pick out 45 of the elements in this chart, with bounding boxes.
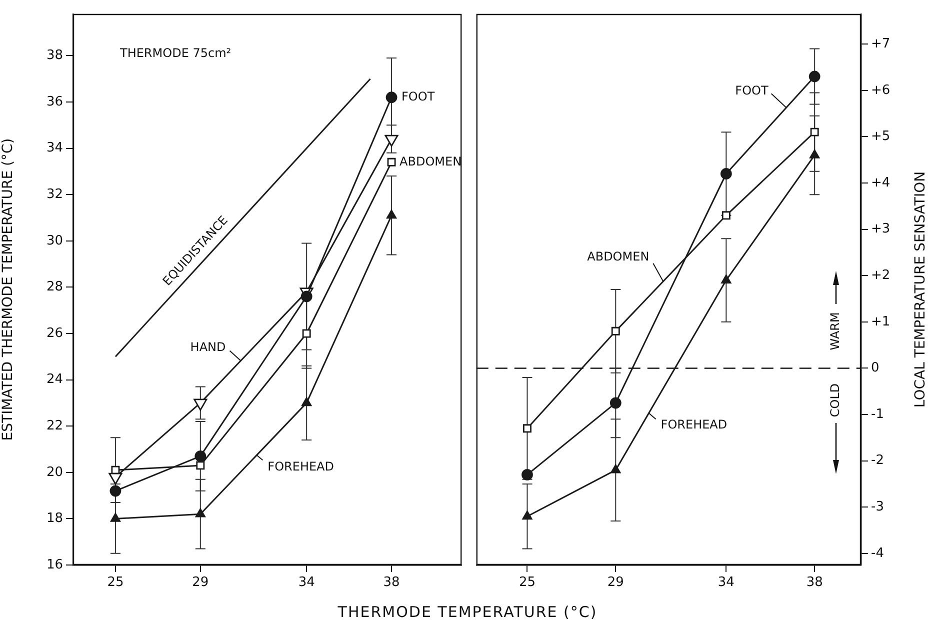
y2-tick-label: +3 (871, 222, 890, 237)
legend-label: FOREHEAD (660, 417, 728, 432)
y-tick-label: 16 (46, 557, 63, 572)
series-label: ABDOMEN (587, 250, 650, 264)
x-tick-label: 25 (107, 575, 124, 590)
series-label: HAND (190, 340, 226, 354)
y-tick-label: 28 (46, 280, 63, 295)
x-tick-label: 25 (518, 575, 536, 590)
y2-tick-label: +1 (871, 314, 890, 330)
y-tick-label: 22 (46, 418, 63, 434)
y-tick-label: 36 (46, 94, 63, 110)
x-tick-label: 34 (718, 575, 734, 590)
annotation: THERMODE 75cm² (119, 46, 232, 60)
x-tick-label: 29 (192, 575, 209, 590)
y2-tick-label: -4 (871, 546, 884, 561)
y-tick-label: 34 (46, 140, 63, 156)
y2-tick-label: -2 (871, 453, 884, 468)
y2-tick-label: +2 (871, 268, 890, 283)
x-tick-label: 29 (607, 575, 624, 590)
annotation: WARM (828, 312, 842, 350)
y-tick-label: 32 (46, 186, 63, 202)
x-tick-label: 38 (806, 575, 823, 590)
legend-label: FOREHEAD (268, 459, 334, 474)
y-tick-label: 18 (46, 511, 63, 526)
annotation: COLD (828, 383, 842, 418)
y-tick-label: 20 (46, 464, 63, 480)
x-axis-title: THERMODE TEMPERATURE (°C) (336, 603, 598, 621)
y2-tick-label: -3 (871, 499, 884, 514)
y-axis-title: ESTIMATED THERMODE TEMPERATURE (°C) (0, 138, 16, 441)
y2-tick-label: +4 (871, 175, 890, 190)
y2-tick-label: +5 (871, 129, 890, 144)
y-tick-label: 26 (46, 326, 63, 341)
y2-tick-label: -1 (871, 406, 884, 422)
y2-tick-label: 0 (871, 360, 880, 376)
y-tick-label: 38 (46, 48, 63, 64)
series-label: FOOT (735, 84, 769, 98)
series-label: ABDOMEN (400, 154, 462, 168)
y2-tick-label: +6 (871, 82, 890, 98)
y2-tick-label: +7 (871, 36, 890, 52)
y2-axis-title: LOCAL TEMPERATURE SENSATION (912, 171, 929, 408)
x-tick-label: 34 (298, 575, 315, 590)
x-tick-label: 38 (383, 575, 400, 590)
y-tick-label: 24 (46, 372, 63, 388)
series-label: FOOT (402, 89, 436, 104)
y-tick-label: 30 (46, 233, 63, 248)
